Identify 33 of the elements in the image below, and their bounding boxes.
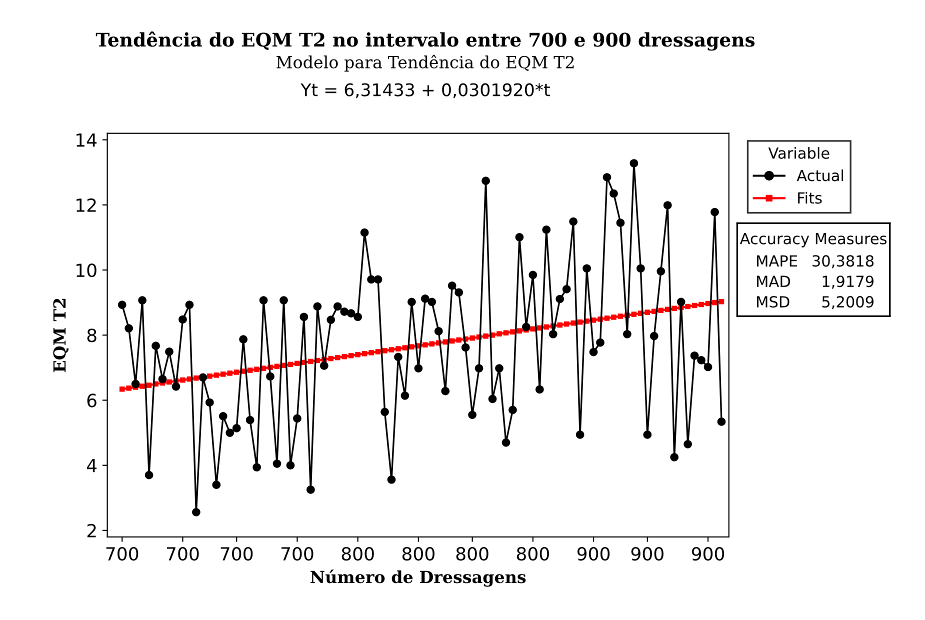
legend-label: Actual [796, 169, 844, 182]
text: MAPE [757, 255, 798, 266]
x-tick-label: 700 [166, 546, 199, 561]
text: MSD [757, 296, 790, 308]
y-tick-label: 2 [87, 524, 96, 538]
y-axis-title: EQM T2 [53, 298, 69, 372]
legend-title: Variable [768, 147, 830, 159]
x-tick-label: 900 [692, 546, 724, 561]
x-tick-label: 700 [220, 546, 253, 561]
text: Yt = 6,31433 + 0,0301920*t [300, 83, 550, 98]
chart-title: Tendência do EQM T2 no intervalo entre 700 e 900 dressagens [96, 32, 755, 51]
x-tick-label: 800 [456, 546, 488, 561]
y-tick-label: 6 [87, 394, 96, 408]
y-tick-label: 14 [76, 134, 97, 147]
y-tick-label: 4 [86, 459, 97, 472]
text: Accuracy Measures [740, 233, 887, 248]
y-tick-label: 10 [76, 263, 96, 278]
text: MAD [757, 276, 790, 287]
x-tick-label: 800 [516, 546, 549, 561]
text: 5,2009 [822, 296, 874, 310]
x-tick-label: 800 [342, 546, 374, 561]
y-tick-label: 8 [87, 328, 96, 342]
x-tick-label: 900 [577, 546, 610, 561]
legend-label: Fits [798, 192, 822, 204]
text: 1,9179 [822, 276, 874, 289]
x-tick-label: 700 [106, 546, 138, 561]
text: 30,3818 [812, 255, 874, 268]
x-axis-title: Número de Dressagens [310, 570, 526, 587]
y-tick-label: 12 [76, 198, 96, 212]
chart-subtitle: Modelo para Tendência do EQM T2 [276, 54, 574, 72]
x-tick-label: 900 [631, 546, 664, 561]
x-tick-label: 700 [281, 546, 314, 561]
x-tick-label: 800 [402, 546, 434, 561]
